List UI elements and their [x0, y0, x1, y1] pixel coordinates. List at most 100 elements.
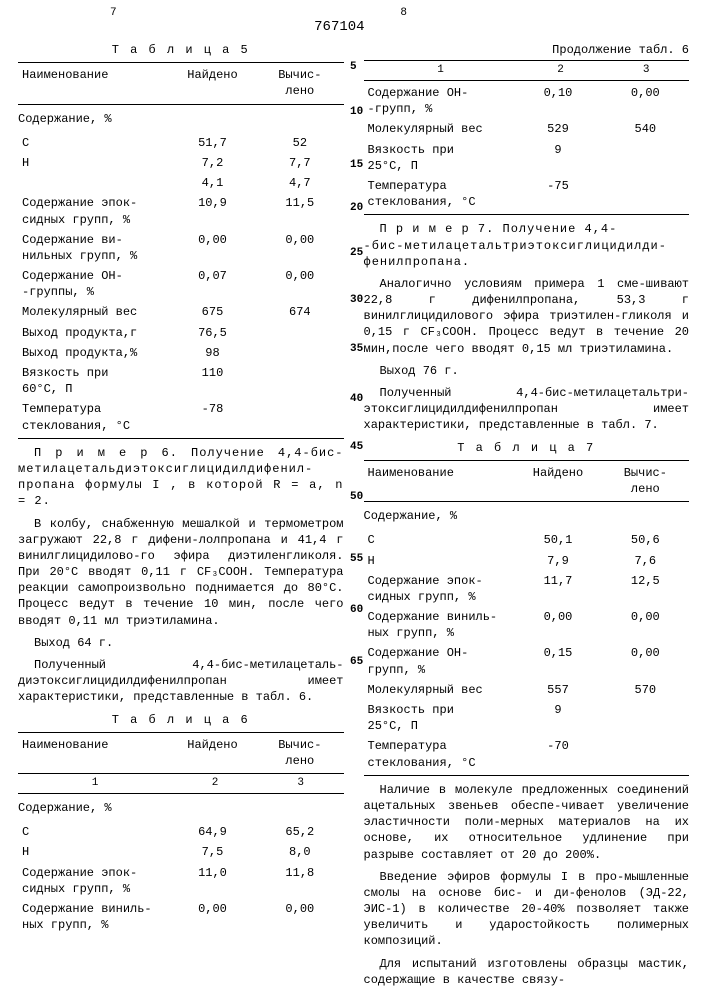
table-5-header-calc: Вычис- лено — [256, 65, 343, 101]
cell-name: Молекулярный вес — [364, 119, 515, 139]
cell-found: 0,15 — [514, 643, 601, 679]
page-number-left: 7 — [110, 6, 117, 21]
page-number-right: 8 — [400, 6, 407, 21]
cell-calc: 540 — [602, 119, 689, 139]
table-6c-sub-2: 2 — [518, 63, 604, 78]
cell-calc — [602, 700, 689, 736]
line-number: 60 — [350, 603, 363, 618]
cell-name: Содержание виниль- ных групп, % — [364, 607, 515, 643]
cell-name: Содержание ОН- -групп, % — [364, 83, 515, 119]
cell-calc: 7,7 — [256, 153, 343, 173]
cell-found: 50,1 — [514, 530, 601, 550]
cell-found: 9 — [514, 700, 601, 736]
cell-found: 7,2 — [169, 153, 256, 173]
cell-found: 529 — [514, 119, 601, 139]
cell-found: 9 — [514, 140, 601, 176]
line-number: 20 — [350, 201, 363, 216]
table-row: С64,965,2 — [18, 822, 344, 842]
line-number: 5 — [350, 60, 357, 75]
cell-name: С — [18, 822, 169, 842]
right-column: Продолжение табл. 6 1 2 3 Содержание ОН-… — [364, 10, 690, 994]
cell-found: 7,9 — [514, 551, 601, 571]
table-row: Вязкость при 25°С, П9 — [364, 140, 690, 176]
cell-found: 0,00 — [514, 607, 601, 643]
table-row: С51,752 — [18, 133, 344, 153]
table-row: Выход продукта,г76,5 — [18, 323, 344, 343]
closing-p1: Наличие в молекуле предложенных соединен… — [364, 782, 690, 863]
table-row: Н7,97,6 — [364, 551, 690, 571]
left-column: Т а б л и ц а 5 Наименование Найдено Выч… — [18, 10, 344, 994]
table-6-sub-2: 2 — [172, 776, 258, 791]
table-row: Молекулярный вес529540 — [364, 119, 690, 139]
table-row: Содержание виниль- ных групп, %0,000,00 — [18, 899, 344, 935]
cell-name: Выход продукта,г — [18, 323, 169, 343]
example-6-title: П р и м е р 6. Получение 4,4-бис-метилац… — [18, 445, 344, 510]
cell-calc: 0,00 — [602, 83, 689, 119]
cell-name: Температура стеклования, °С — [364, 736, 515, 772]
cell-name — [18, 173, 169, 193]
cell-found: 76,5 — [169, 323, 256, 343]
line-number: 15 — [350, 158, 363, 173]
example-7-title: П р и м е р 7. Получение 4,4- -бис-метил… — [364, 221, 690, 270]
table-row: Молекулярный вес557570 — [364, 680, 690, 700]
cell-name: Н — [364, 551, 515, 571]
cell-calc: 674 — [256, 302, 343, 322]
cell-name: С — [364, 530, 515, 550]
cell-name: Выход продукта,% — [18, 343, 169, 363]
table-5-title: Т а б л и ц а 5 — [18, 42, 344, 58]
cell-name: Содержание виниль- ных групп, % — [18, 899, 169, 935]
line-number: 35 — [350, 342, 363, 357]
cell-calc: 0,00 — [256, 899, 343, 935]
table-row: Содержание виниль- ных групп, %0,000,00 — [364, 607, 690, 643]
cell-found: 0,10 — [514, 83, 601, 119]
cell-found: -70 — [514, 736, 601, 772]
table-6-section-label: Содержание, % — [18, 800, 344, 816]
cell-name: Вязкость при 60°С, П — [18, 363, 169, 399]
cell-found: 0,07 — [169, 266, 256, 302]
cell-name: С — [18, 133, 169, 153]
line-number: 40 — [350, 392, 363, 407]
example-6-p1: В колбу, снабженную мешалкой и термометр… — [18, 516, 344, 629]
table-6-header-calc: Вычис- лено — [256, 735, 343, 771]
cell-found: 4,1 — [169, 173, 256, 193]
cell-name: Содержание эпок- сидных групп, % — [18, 193, 169, 229]
cell-calc: 11,8 — [256, 863, 343, 899]
table-row: Содержание ОН- групп, %0,150,00 — [364, 643, 690, 679]
cell-calc: 570 — [602, 680, 689, 700]
table-row: Температура стеклования, °С-75 — [364, 176, 690, 212]
table-row: Содержание эпок- сидных групп, %11,011,8 — [18, 863, 344, 899]
example-6-p3: Полученный 4,4-бис-метилацеталь-диэтокси… — [18, 657, 344, 706]
table-7-header-found: Найдено — [514, 463, 601, 499]
cell-calc — [602, 736, 689, 772]
table-7-title: Т а б л и ц а 7 — [364, 440, 690, 456]
table-row: Содержание ОН- -групп, %0,100,00 — [364, 83, 690, 119]
closing-p2: Введение эфиров формулы I в про-мышленны… — [364, 869, 690, 950]
example-7-p2: Выход 76 г. — [364, 363, 690, 379]
line-number: 50 — [350, 490, 363, 505]
line-number: 30 — [350, 293, 363, 308]
table-6-header-name: Наименование — [18, 735, 169, 771]
table-row: Температура стеклования, °С-70 — [364, 736, 690, 772]
cell-name: Содержание ОН- -группы, % — [18, 266, 169, 302]
cell-found: 0,00 — [169, 899, 256, 935]
cell-name: Вязкость при 25°С, П — [364, 140, 515, 176]
table-7-header-name: Наименование — [364, 463, 515, 499]
table-row: 4,14,7 — [18, 173, 344, 193]
table-row: Температура стеклования, °С-78 — [18, 399, 344, 435]
cell-calc — [602, 140, 689, 176]
cell-found: 64,9 — [169, 822, 256, 842]
table-row: Содержание ви- нильных групп, %0,000,00 — [18, 230, 344, 266]
cell-name: Вязкость при 25°С, П — [364, 700, 515, 736]
cell-name: Содержание ОН- групп, % — [364, 643, 515, 679]
cell-name: Молекулярный вес — [364, 680, 515, 700]
table-5-header-name: Наименование — [18, 65, 169, 101]
cell-calc: 0,00 — [602, 643, 689, 679]
table-6c-sub-1: 1 — [364, 63, 518, 78]
line-number: 25 — [350, 246, 363, 261]
line-number: 55 — [350, 552, 363, 567]
table-7-header-calc: Вычис- лено — [602, 463, 689, 499]
cell-calc — [256, 399, 343, 435]
table-row: Н7,27,7 — [18, 153, 344, 173]
table-row: С50,150,6 — [364, 530, 690, 550]
patent-number: 767104 — [314, 18, 364, 37]
